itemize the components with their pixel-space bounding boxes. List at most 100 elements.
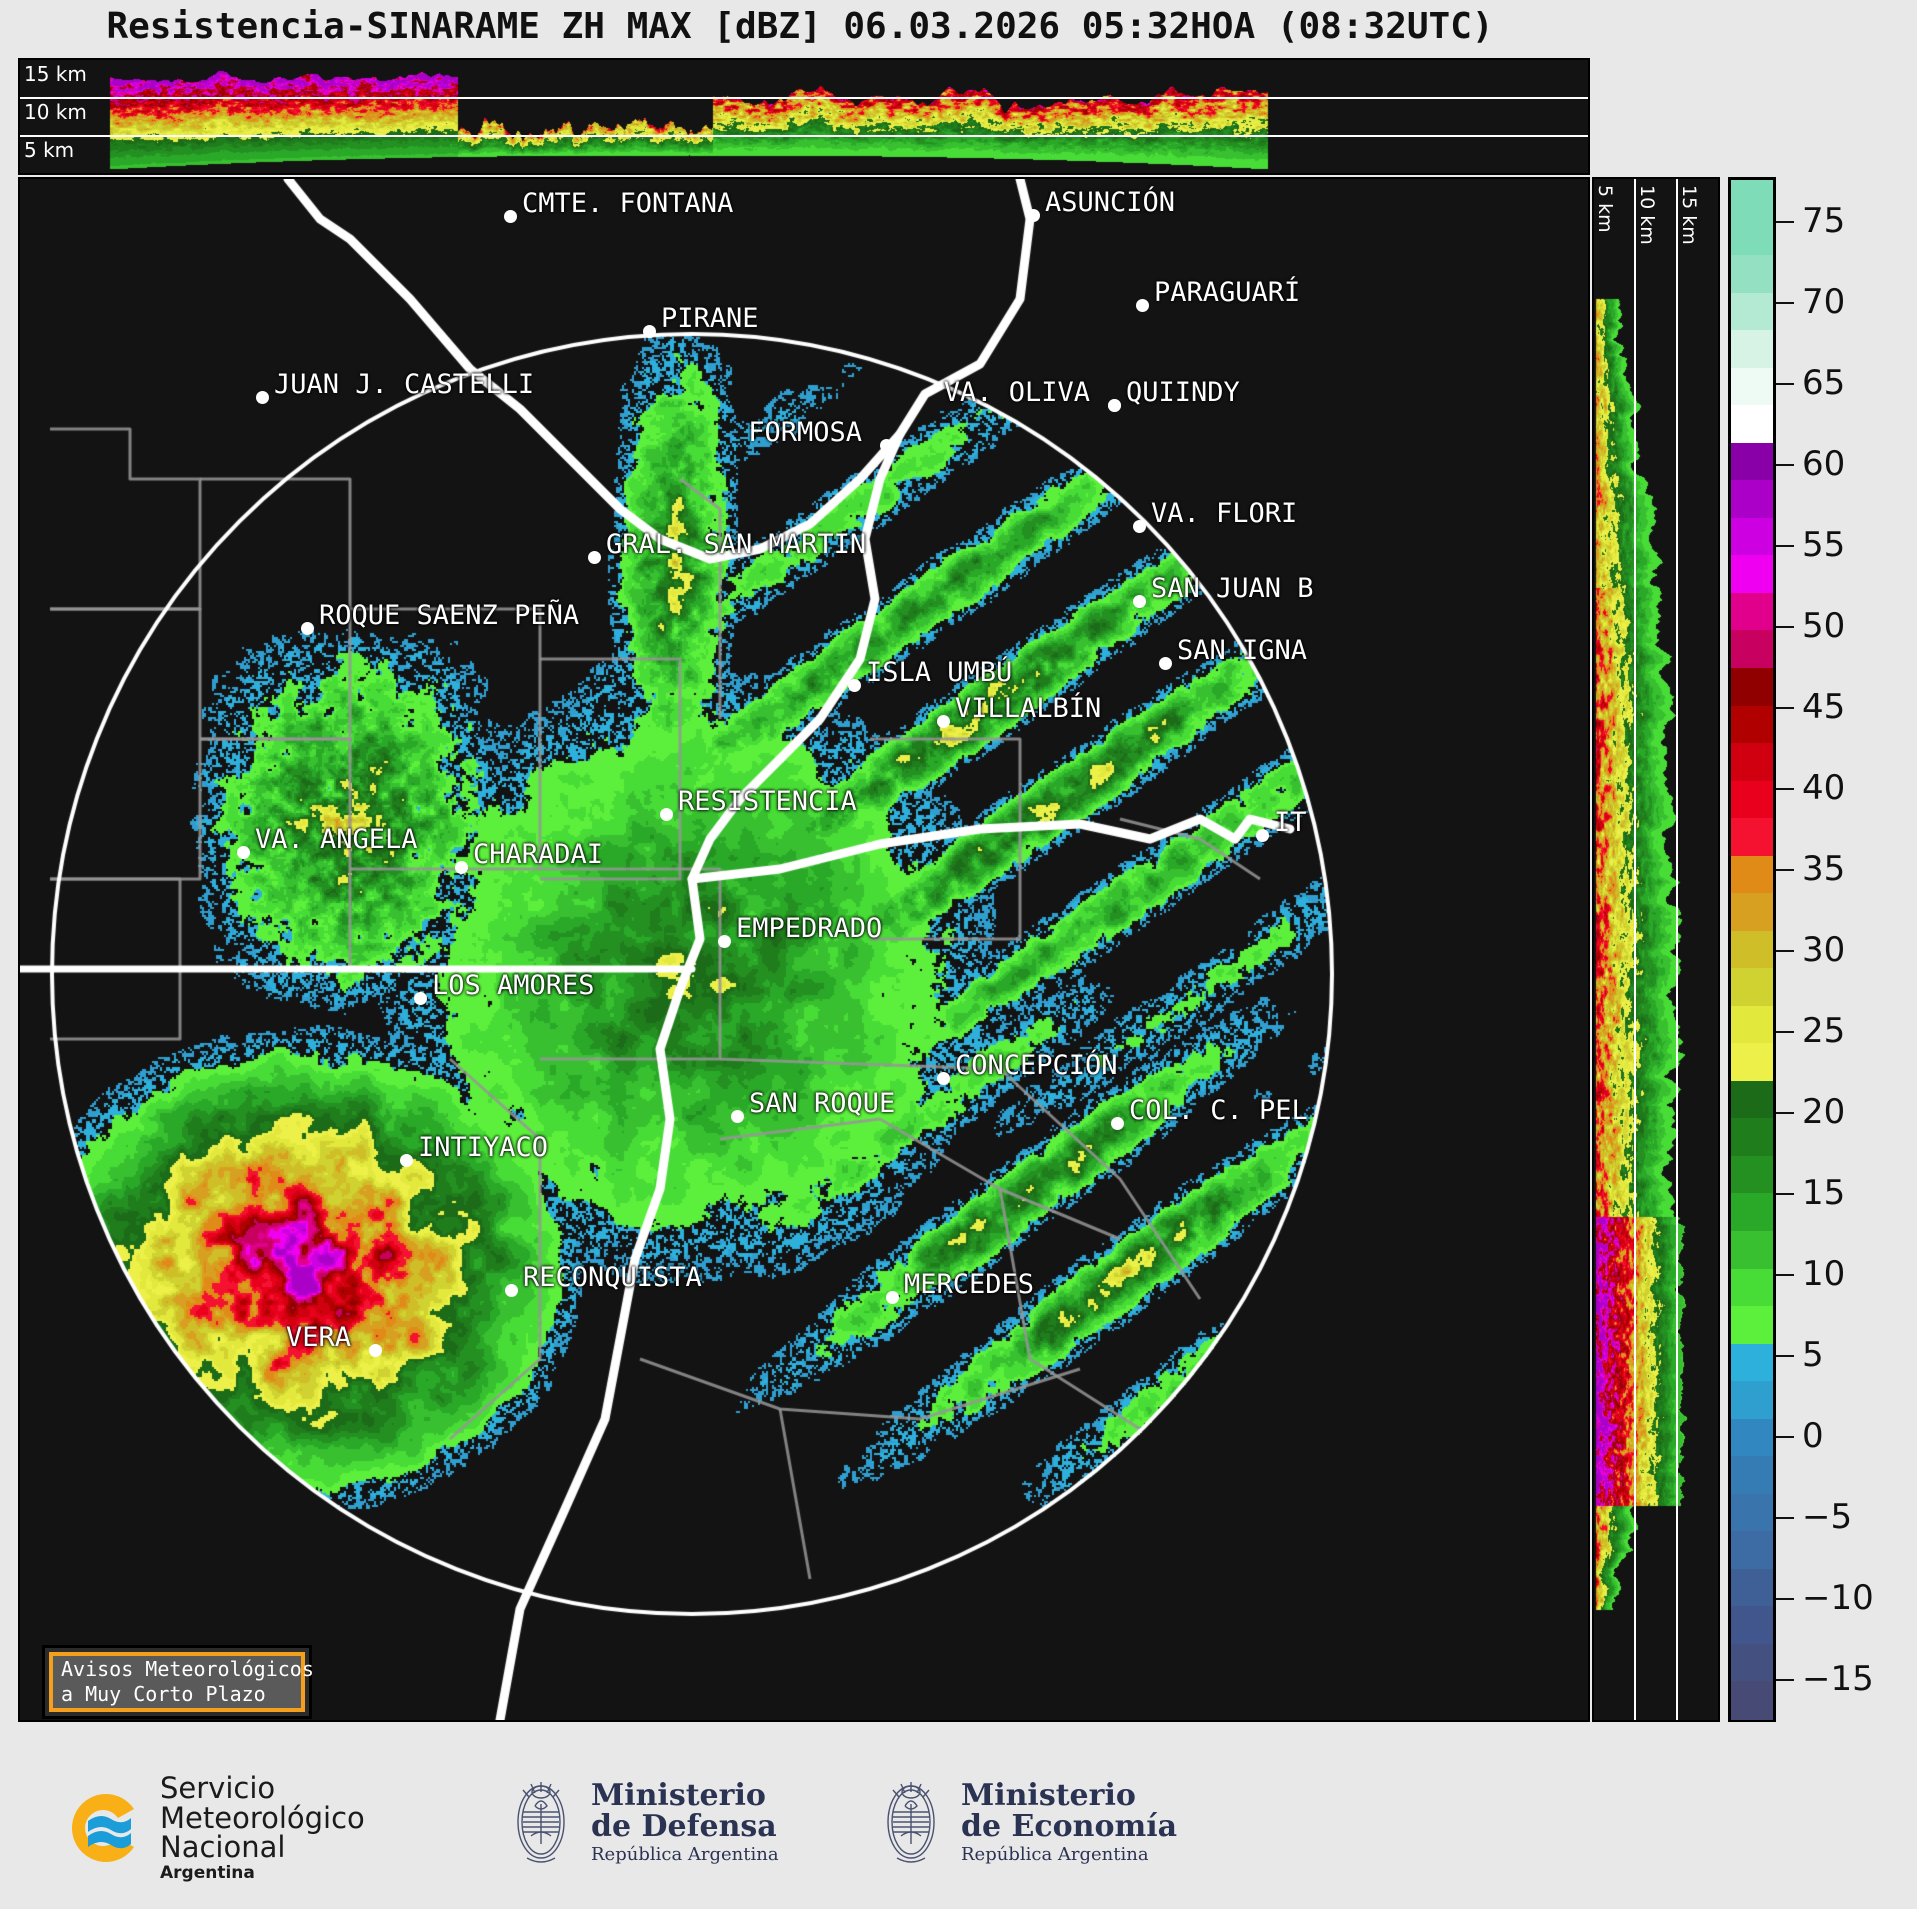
colorbar-segment (1731, 1643, 1773, 1683)
colorbar-tick (1776, 949, 1794, 952)
colorbar-tick (1776, 1192, 1794, 1195)
page-title: Resistencia-SINARAME ZH MAX [dBZ] 06.03.… (106, 6, 1494, 47)
colorbar-segment (1731, 1118, 1773, 1157)
logo-ministerio-defensa: Ministerio de Defensa República Argentin… (505, 1770, 779, 1874)
economia-line-3: República Argentina (961, 1843, 1149, 1865)
colorbar-segment (1731, 555, 1773, 594)
colorbar-tick-label: 70 (1802, 281, 1846, 322)
city-dot-icon (1256, 829, 1269, 842)
argentina-crest-icon-2 (875, 1770, 947, 1874)
colorbar-tick (1776, 220, 1794, 223)
colorbar-tick (1776, 1354, 1794, 1357)
colorbar-segment (1731, 180, 1773, 219)
vprof-gridline-5km (1634, 179, 1636, 1720)
colorbar-tick (1776, 1597, 1794, 1600)
colorbar-tick-label: 25 (1802, 1010, 1846, 1051)
colorbar-segment (1731, 442, 1773, 482)
city-dot-icon (1159, 657, 1172, 670)
colorbar-tick (1776, 1516, 1794, 1519)
city-dot-icon (886, 1291, 899, 1304)
defensa-line-1: Ministerio (591, 1777, 766, 1813)
colorbar-tick-label: 75 (1802, 200, 1846, 241)
defensa-line-2: de Defensa (591, 1809, 777, 1845)
city-dot-icon (400, 1154, 413, 1167)
colorbar-segment (1731, 330, 1773, 369)
city-dot-icon (880, 439, 893, 452)
colorbar-tick (1776, 1678, 1794, 1681)
xsec-label-15km: 15 km (24, 62, 87, 86)
colorbar-tick-label: −5 (1802, 1496, 1853, 1537)
colorbar (1728, 177, 1776, 1722)
colorbar-segment (1731, 1005, 1773, 1045)
city-label: JUAN J. CASTELLI (274, 369, 535, 400)
top-cross-section-panel: 15 km 10 km 5 km (18, 58, 1590, 175)
colorbar-segment (1731, 1568, 1773, 1608)
city-label: VILLALBÍN (955, 693, 1102, 724)
city-label: GRAL. SAN MARTIN (606, 529, 867, 560)
colorbar-tick-label: −10 (1802, 1577, 1874, 1618)
city-label: VERA (285, 1322, 351, 1353)
colorbar-segment (1731, 1231, 1773, 1270)
argentina-crest-icon (505, 1770, 577, 1874)
city-dot-icon (718, 935, 731, 948)
colorbar-tick-label: 15 (1802, 1172, 1846, 1213)
colorbar-segment (1731, 1531, 1773, 1570)
city-dot-icon (937, 715, 950, 728)
city-dot-icon (1133, 595, 1146, 608)
city-dot-icon (237, 846, 250, 859)
vertical-profile-image (1594, 179, 1718, 1720)
footer-logos: Servicio Meteorológico Nacional Argentin… (0, 1752, 1917, 1909)
city-dot-icon (643, 325, 656, 338)
defensa-line-3: República Argentina (591, 1843, 779, 1865)
xsec-label-10km: 10 km (24, 100, 87, 124)
colorbar-segment (1731, 818, 1773, 857)
colorbar-segment (1731, 1193, 1773, 1233)
colorbar-tick-label: 60 (1802, 443, 1846, 484)
radar-map[interactable]: CMTE. FONTANA ASUNCIÓN PARAGUARÍ PIRANE JUAN… (18, 177, 1590, 1722)
city-label: RECONQUISTA (523, 1262, 702, 1293)
city-label: ROQUE SAENZ PEÑA (319, 600, 580, 631)
city-label: ASUNCIÓN (1045, 187, 1176, 218)
colorbar-segment (1731, 1606, 1773, 1645)
colorbar-segment (1731, 1155, 1773, 1195)
city-label: LOS AMORES (432, 970, 595, 1001)
city-dot-icon (369, 1344, 382, 1357)
city-label: PIRANE (661, 303, 759, 334)
city-label: MERCEDES (904, 1269, 1035, 1300)
colorbar-tick-label: 55 (1802, 524, 1846, 565)
colorbar-segment (1731, 1418, 1773, 1458)
colorbar-tick-label: −15 (1802, 1658, 1874, 1699)
colorbar-tick-label: 10 (1802, 1253, 1846, 1294)
cross-section-image (20, 60, 1588, 173)
colorbar-tick-label: 45 (1802, 686, 1846, 727)
city-dot-icon (455, 861, 468, 874)
colorbar-tick-layer: 75 70 65 60 55 50 45 40 35 30 25 20 15 10 5 0 −5 −10 −15 (1776, 177, 1916, 1722)
city-dot-icon (1111, 1117, 1124, 1130)
city-dot-icon (301, 622, 314, 635)
colorbar-segment (1731, 930, 1773, 970)
city-dot-icon (1108, 399, 1121, 412)
city-label: CONCEPCIÓN (955, 1050, 1118, 1081)
colorbar-tick-label: 0 (1802, 1415, 1824, 1456)
city-label: VA. ANGELA (255, 824, 418, 855)
city-label: RESISTENCIA (678, 786, 857, 817)
colorbar-tick (1776, 625, 1794, 628)
colorbar-tick (1776, 1030, 1794, 1033)
colorbar-tick (1776, 544, 1794, 547)
warning-line-1: Avisos Meteorológicos (61, 1657, 314, 1681)
city-label: VA. FLORI (1151, 498, 1298, 529)
city-dot-icon (414, 992, 427, 1005)
city-dot-icon (1136, 299, 1149, 312)
warning-line-2: a Muy Corto Plazo (61, 1682, 266, 1706)
city-dot-icon (1133, 520, 1146, 533)
colorbar-tick (1776, 463, 1794, 466)
warning-badge: Avisos Meteorológicos a Muy Corto Plazo (42, 1645, 314, 1719)
colorbar-tick-label: 40 (1802, 767, 1846, 808)
logo-ministerio-economia: Ministerio de Economía República Argenti… (875, 1770, 1177, 1874)
colorbar-tick (1776, 868, 1794, 871)
colorbar-tick (1776, 382, 1794, 385)
colorbar-segment (1731, 968, 1773, 1007)
colorbar-segment (1731, 1456, 1773, 1495)
colorbar-segment (1731, 1681, 1773, 1720)
city-dot-icon (660, 808, 673, 821)
